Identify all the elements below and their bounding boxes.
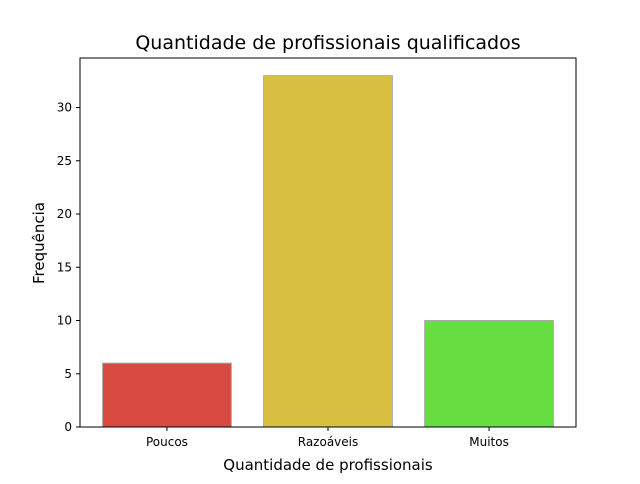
bar-razoaveis: [263, 75, 393, 428]
chart-title: Quantidade de profissionais qualificados: [135, 32, 520, 54]
y-tick-label: 30: [57, 101, 72, 115]
bar-poucos: [102, 362, 232, 428]
y-tick-label: 10: [57, 314, 72, 328]
bars-layer: [102, 75, 554, 428]
y-axis: 0 5 10 15 20 25 30: [57, 101, 80, 434]
x-tick-label: Razoáveis: [298, 435, 359, 449]
x-tick-label: Muitos: [469, 435, 509, 449]
y-tick-label: 0: [64, 420, 72, 434]
y-tick-label: 5: [64, 367, 72, 381]
y-axis-label: Frequência: [30, 202, 48, 284]
x-tick-label: Poucos: [146, 435, 188, 449]
x-axis: Poucos Razoáveis Muitos: [146, 427, 509, 449]
x-axis-label: Quantidade de profissionais: [223, 456, 433, 474]
plot-frame: [79, 57, 577, 428]
y-tick-label: 15: [57, 260, 72, 274]
bar-muitos: [424, 320, 554, 428]
y-tick-label: 20: [57, 207, 72, 221]
y-tick-label: 25: [57, 154, 72, 168]
